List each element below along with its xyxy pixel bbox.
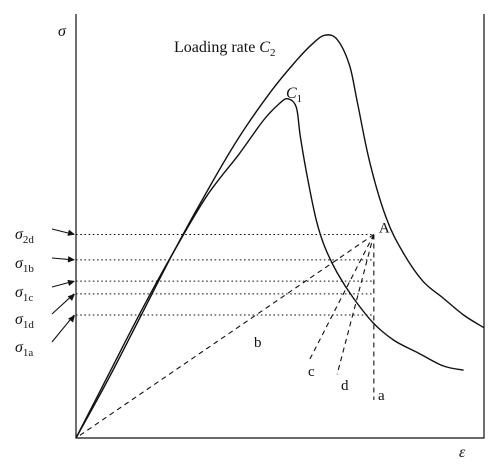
curve-c2 (75, 34, 485, 439)
line-d (336, 234, 375, 375)
lines-from-point-a (75, 234, 375, 439)
y-axis-label: σ (58, 23, 67, 40)
line-label-a: a (378, 388, 385, 404)
stress-label-1c: σ1c (15, 284, 33, 304)
stress-arrowhead (67, 256, 75, 263)
stress-level-lines (51, 228, 374, 343)
x-axis-label: ε (459, 444, 466, 461)
line-c (308, 234, 375, 362)
line-b (75, 234, 375, 439)
curves (75, 34, 485, 439)
stress-label-1d: σ1d (15, 311, 34, 331)
point-a-label: A (379, 220, 390, 236)
axis-frame (75, 14, 485, 439)
stress-label-2d: σ2d (15, 226, 34, 246)
curve-label-c1: C1 (286, 85, 302, 105)
stress-label-1b: σ1b (15, 255, 34, 275)
stress-arrowhead (67, 279, 75, 287)
stress-arrowhead (68, 315, 75, 323)
line-label-b: b (254, 335, 262, 351)
stress-arrowhead (67, 229, 75, 236)
axes (75, 14, 485, 439)
line-label-d: d (341, 378, 349, 394)
curve-label-c2: Loading rate C2 (174, 39, 275, 59)
line-label-c: c (308, 364, 315, 380)
curve-c1 (75, 97, 464, 439)
stress-arrowhead (67, 293, 75, 301)
stress-label-1a: σ1a (15, 339, 33, 359)
